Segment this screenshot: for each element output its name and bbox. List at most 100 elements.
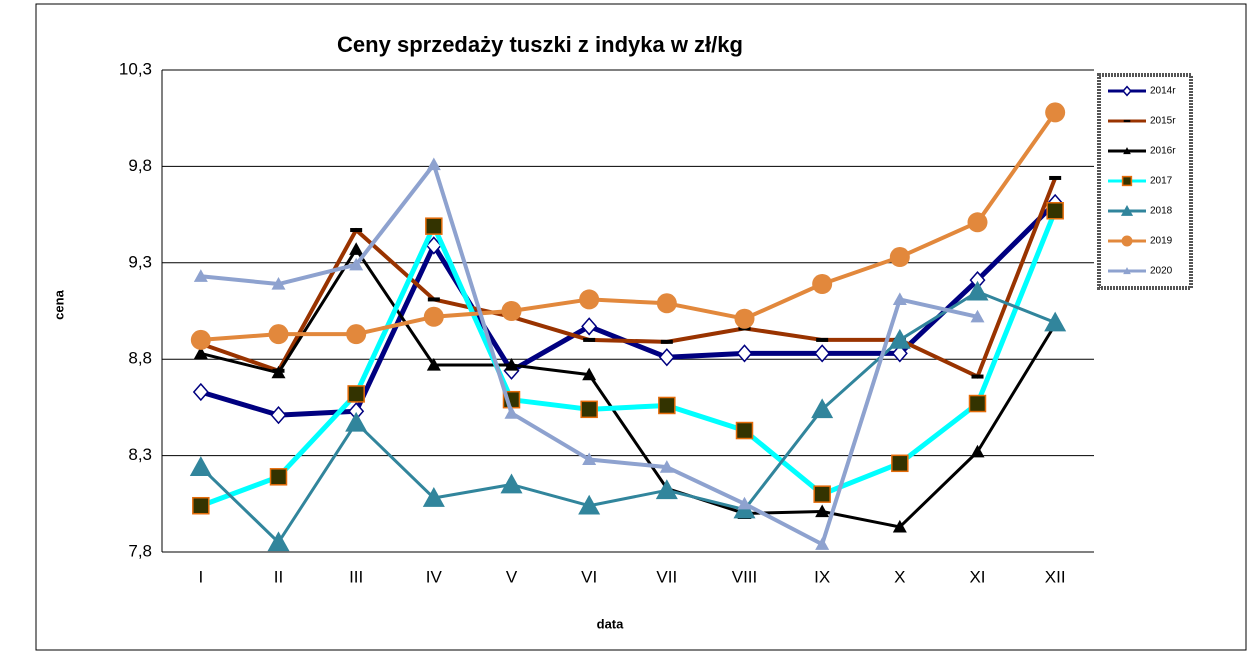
marker [192, 496, 210, 515]
y-tick-label: 8,8 [128, 349, 152, 368]
marker [888, 328, 911, 349]
marker [350, 228, 363, 233]
marker [189, 456, 212, 476]
marker [349, 257, 364, 271]
marker [578, 494, 601, 515]
marker [889, 247, 910, 268]
marker [192, 382, 209, 402]
legend-label: 2019 [1150, 236, 1173, 247]
marker [967, 212, 988, 233]
marker [267, 531, 290, 552]
marker [500, 473, 523, 494]
x-tick-label: IV [426, 567, 443, 586]
marker [737, 496, 752, 510]
chart-frame [35, 3, 1247, 651]
y-tick-label: 9,3 [128, 252, 152, 271]
marker [815, 504, 830, 518]
legend-marker [1123, 119, 1131, 123]
legend-label: 2018 [1150, 206, 1173, 217]
legend-marker [1123, 267, 1131, 275]
marker [971, 374, 984, 379]
marker [270, 405, 287, 425]
marker [814, 344, 831, 363]
marker [190, 329, 211, 350]
marker [735, 421, 754, 440]
legend-marker [1121, 235, 1133, 247]
marker [1049, 175, 1062, 180]
series-line [200, 111, 1057, 342]
x-axis-label: data [597, 616, 625, 631]
marker [815, 537, 830, 550]
marker [812, 274, 833, 295]
legend-marker [1122, 85, 1132, 97]
series-line [199, 290, 1056, 544]
legend-label: 2014r [1150, 86, 1176, 97]
marker [504, 406, 519, 419]
marker [892, 292, 907, 306]
marker [426, 157, 441, 171]
x-tick-label: XI [969, 567, 985, 586]
marker [426, 357, 441, 371]
x-tick-label: XII [1045, 567, 1066, 586]
chart-title: Ceny sprzedaży tuszki z indyka w zł/kg [337, 32, 743, 57]
y-tick-label: 10,3 [119, 59, 152, 78]
marker [580, 400, 598, 419]
legend-label: 2020 [1150, 266, 1173, 277]
marker [581, 317, 598, 336]
x-tick-label: VII [656, 567, 677, 586]
marker [968, 394, 987, 413]
marker [734, 308, 755, 329]
series-line [200, 247, 1057, 529]
y-tick-label: 9,8 [128, 156, 152, 175]
marker [1046, 201, 1064, 220]
marker [1044, 311, 1067, 332]
y-tick-label: 8,3 [128, 445, 152, 464]
marker [268, 324, 289, 345]
marker [427, 297, 440, 302]
series-line [200, 177, 1058, 379]
marker [813, 485, 831, 503]
series-line [199, 209, 1058, 509]
x-tick-label: I [198, 567, 203, 586]
marker [271, 365, 286, 379]
marker [269, 468, 288, 486]
marker [1045, 102, 1066, 123]
marker [970, 444, 985, 458]
x-tick-label: VI [581, 567, 597, 586]
marker [660, 339, 673, 344]
marker [423, 306, 444, 327]
legend-marker [1121, 175, 1133, 187]
x-tick-label: IX [814, 567, 830, 586]
legend-label: 2015r [1150, 116, 1176, 127]
marker [271, 277, 286, 290]
marker [891, 454, 909, 473]
marker [193, 269, 208, 282]
y-tick-label: 7,8 [128, 541, 152, 560]
y-axis-label: cena [51, 289, 66, 319]
marker [193, 346, 208, 360]
marker [736, 344, 753, 363]
marker [970, 309, 985, 323]
legend-label: 2017 [1150, 176, 1173, 187]
marker [579, 289, 600, 310]
x-tick-label: III [349, 567, 363, 586]
marker [582, 452, 597, 466]
marker [892, 519, 907, 533]
marker [655, 479, 678, 500]
marker [891, 344, 908, 363]
marker [966, 280, 989, 301]
marker [422, 487, 445, 507]
marker [583, 337, 596, 342]
marker [582, 367, 597, 381]
legend-label: 2016r [1150, 146, 1176, 157]
marker [501, 301, 522, 321]
marker [658, 396, 676, 415]
marker [656, 293, 677, 314]
legend-marker [1123, 147, 1131, 155]
marker [811, 398, 834, 419]
marker [346, 324, 367, 345]
x-tick-label: V [506, 567, 518, 586]
marker [349, 242, 364, 255]
marker [816, 337, 829, 342]
marker [425, 217, 443, 235]
